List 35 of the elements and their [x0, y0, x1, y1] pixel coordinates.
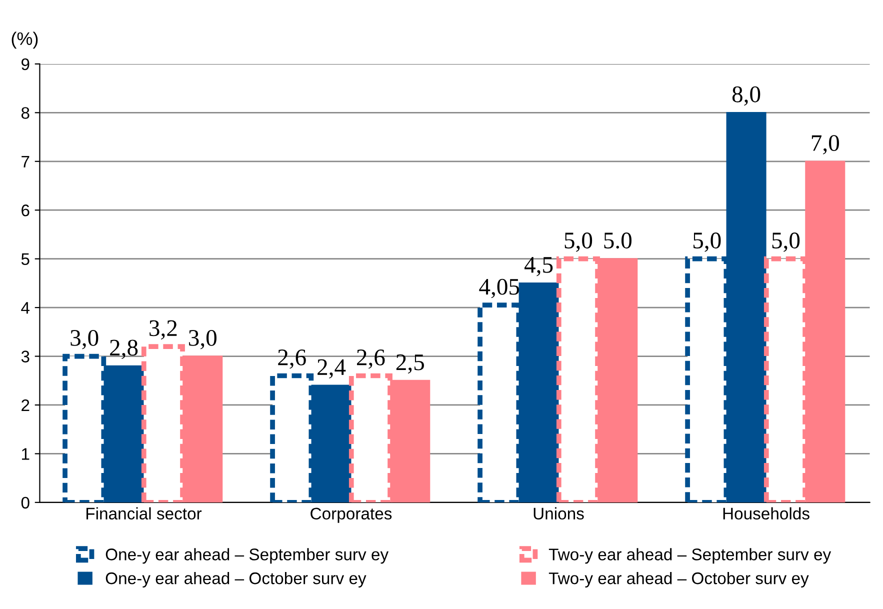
- x-tick-label: Unions: [534, 507, 584, 520]
- data-label: 4,05: [479, 278, 520, 298]
- x-tick-label: Financial sector: [86, 507, 202, 520]
- data-label: 8,0: [732, 86, 760, 106]
- data-label: 3,2: [150, 320, 177, 340]
- data-label: 7,0: [812, 135, 839, 154]
- data-label: 5,0: [693, 232, 721, 252]
- y-tick-label: 9: [22, 58, 30, 70]
- data-label: 3,0: [189, 330, 216, 350]
- y-tick-label: 2: [22, 399, 30, 412]
- data-label: 5.0: [604, 232, 632, 249]
- data-label: 5,0: [772, 232, 800, 252]
- y-tick-label: 4: [21, 302, 30, 314]
- x-tick-label: Households: [723, 507, 810, 520]
- legend-label: One-y ear ahead – October surv ey: [106, 572, 366, 588]
- data-label: 3,0: [70, 330, 98, 350]
- legend-label: Two-y ear ahead – September surv ey: [548, 548, 832, 564]
- y-tick-label: 0: [21, 496, 30, 509]
- data-label: 5,0: [564, 232, 592, 252]
- data-label: 2,8: [110, 340, 138, 360]
- data-label: 2,6: [356, 350, 385, 369]
- y-tick-label: 8: [21, 107, 30, 119]
- y-tick-label: 1: [22, 448, 30, 460]
- data-label: 4,5: [524, 257, 553, 276]
- y-tick-label: 7: [22, 156, 30, 168]
- y-tick-label: 6: [22, 204, 30, 216]
- data-label: 2,6: [278, 350, 306, 369]
- x-tick-label: Corporates: [310, 508, 392, 523]
- y-tick-label: 3: [21, 350, 30, 362]
- legend-label: Two-y ear ahead – October surv ey: [548, 572, 809, 588]
- data-label: 2,5: [396, 354, 424, 374]
- y-axis-title: (%): [12, 32, 38, 49]
- data-label: 2,4: [318, 359, 346, 379]
- legend-label: One-y ear ahead – September surv ey: [106, 548, 389, 564]
- y-tick-label: 5: [21, 253, 30, 266]
